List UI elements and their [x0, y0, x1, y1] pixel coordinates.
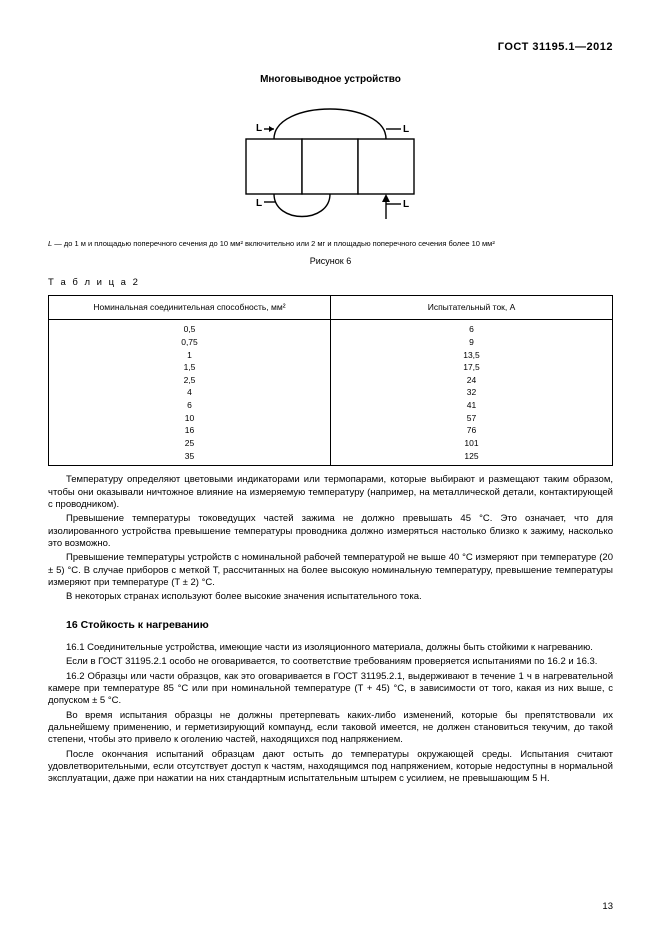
paragraph: Температуру определяют цветовыми индикат…	[48, 474, 613, 511]
table-cell: 17,5	[331, 361, 613, 374]
figure-footnote: L — до 1 м и площадью поперечного сечени…	[48, 239, 613, 249]
table-cell: 0,75	[49, 336, 331, 349]
svg-text:L: L	[256, 198, 262, 209]
table-cell: 32	[331, 386, 613, 399]
doc-header: ГОСТ 31195.1—2012	[48, 40, 613, 55]
table-cell: 0,5	[49, 320, 331, 336]
table-row: 2,524	[49, 374, 613, 387]
section-16-heading: 16 Стойкость к нагреванию	[66, 618, 613, 632]
table-col2-header: Испытательный ток, А	[331, 295, 613, 319]
table-row: 113,5	[49, 349, 613, 362]
table-row: 0,56	[49, 320, 613, 336]
table-row: 0,759	[49, 336, 613, 349]
table-cell: 13,5	[331, 349, 613, 362]
table-cell: 101	[331, 437, 613, 450]
table-cell: 6	[49, 399, 331, 412]
paragraph: Превышение температуры токоведущих часте…	[48, 513, 613, 550]
table-row: 641	[49, 399, 613, 412]
svg-text:L: L	[256, 123, 262, 134]
svg-text:L: L	[403, 199, 409, 210]
table-cell: 6	[331, 320, 613, 336]
table-cell: 76	[331, 424, 613, 437]
svg-text:L: L	[403, 124, 409, 135]
table-row: 432	[49, 386, 613, 399]
table-row: 1057	[49, 412, 613, 425]
table-cell: 125	[331, 450, 613, 466]
table-cell: 35	[49, 450, 331, 466]
table-cell: 10	[49, 412, 331, 425]
table-cell: 41	[331, 399, 613, 412]
table-cell: 16	[49, 424, 331, 437]
table-row: 1676	[49, 424, 613, 437]
paragraph: После окончания испытаний образцам дают …	[48, 749, 613, 786]
table-row: 1,517,5	[49, 361, 613, 374]
table-row: 35125	[49, 450, 613, 466]
paragraph: 16.1 Соединительные устройства, имеющие …	[48, 642, 613, 654]
page-number: 13	[602, 901, 613, 914]
paragraph: Во время испытания образцы не должны пре…	[48, 710, 613, 747]
paragraph: Если в ГОСТ 31195.2.1 особо не оговарива…	[48, 656, 613, 668]
figure-title: Многовыводное устройство	[48, 73, 613, 87]
figure-6: L L L L	[48, 94, 613, 229]
table-cell: 9	[331, 336, 613, 349]
table-cell: 1	[49, 349, 331, 362]
table-row: 25101	[49, 437, 613, 450]
table-col1-header: Номинальная соединительная способность, …	[49, 295, 331, 319]
table-cell: 25	[49, 437, 331, 450]
table-label: Т а б л и ц а 2	[48, 277, 613, 290]
table-cell: 57	[331, 412, 613, 425]
table-cell: 4	[49, 386, 331, 399]
paragraph: Превышение температуры устройств с номин…	[48, 552, 613, 589]
paragraph: В некоторых странах используют более выс…	[48, 591, 613, 603]
figure-label: Рисунок 6	[48, 255, 613, 267]
table-cell: 2,5	[49, 374, 331, 387]
table-cell: 1,5	[49, 361, 331, 374]
paragraph: 16.2 Образцы или части образцов, как это…	[48, 671, 613, 708]
table-2: Номинальная соединительная способность, …	[48, 295, 613, 466]
table-cell: 24	[331, 374, 613, 387]
